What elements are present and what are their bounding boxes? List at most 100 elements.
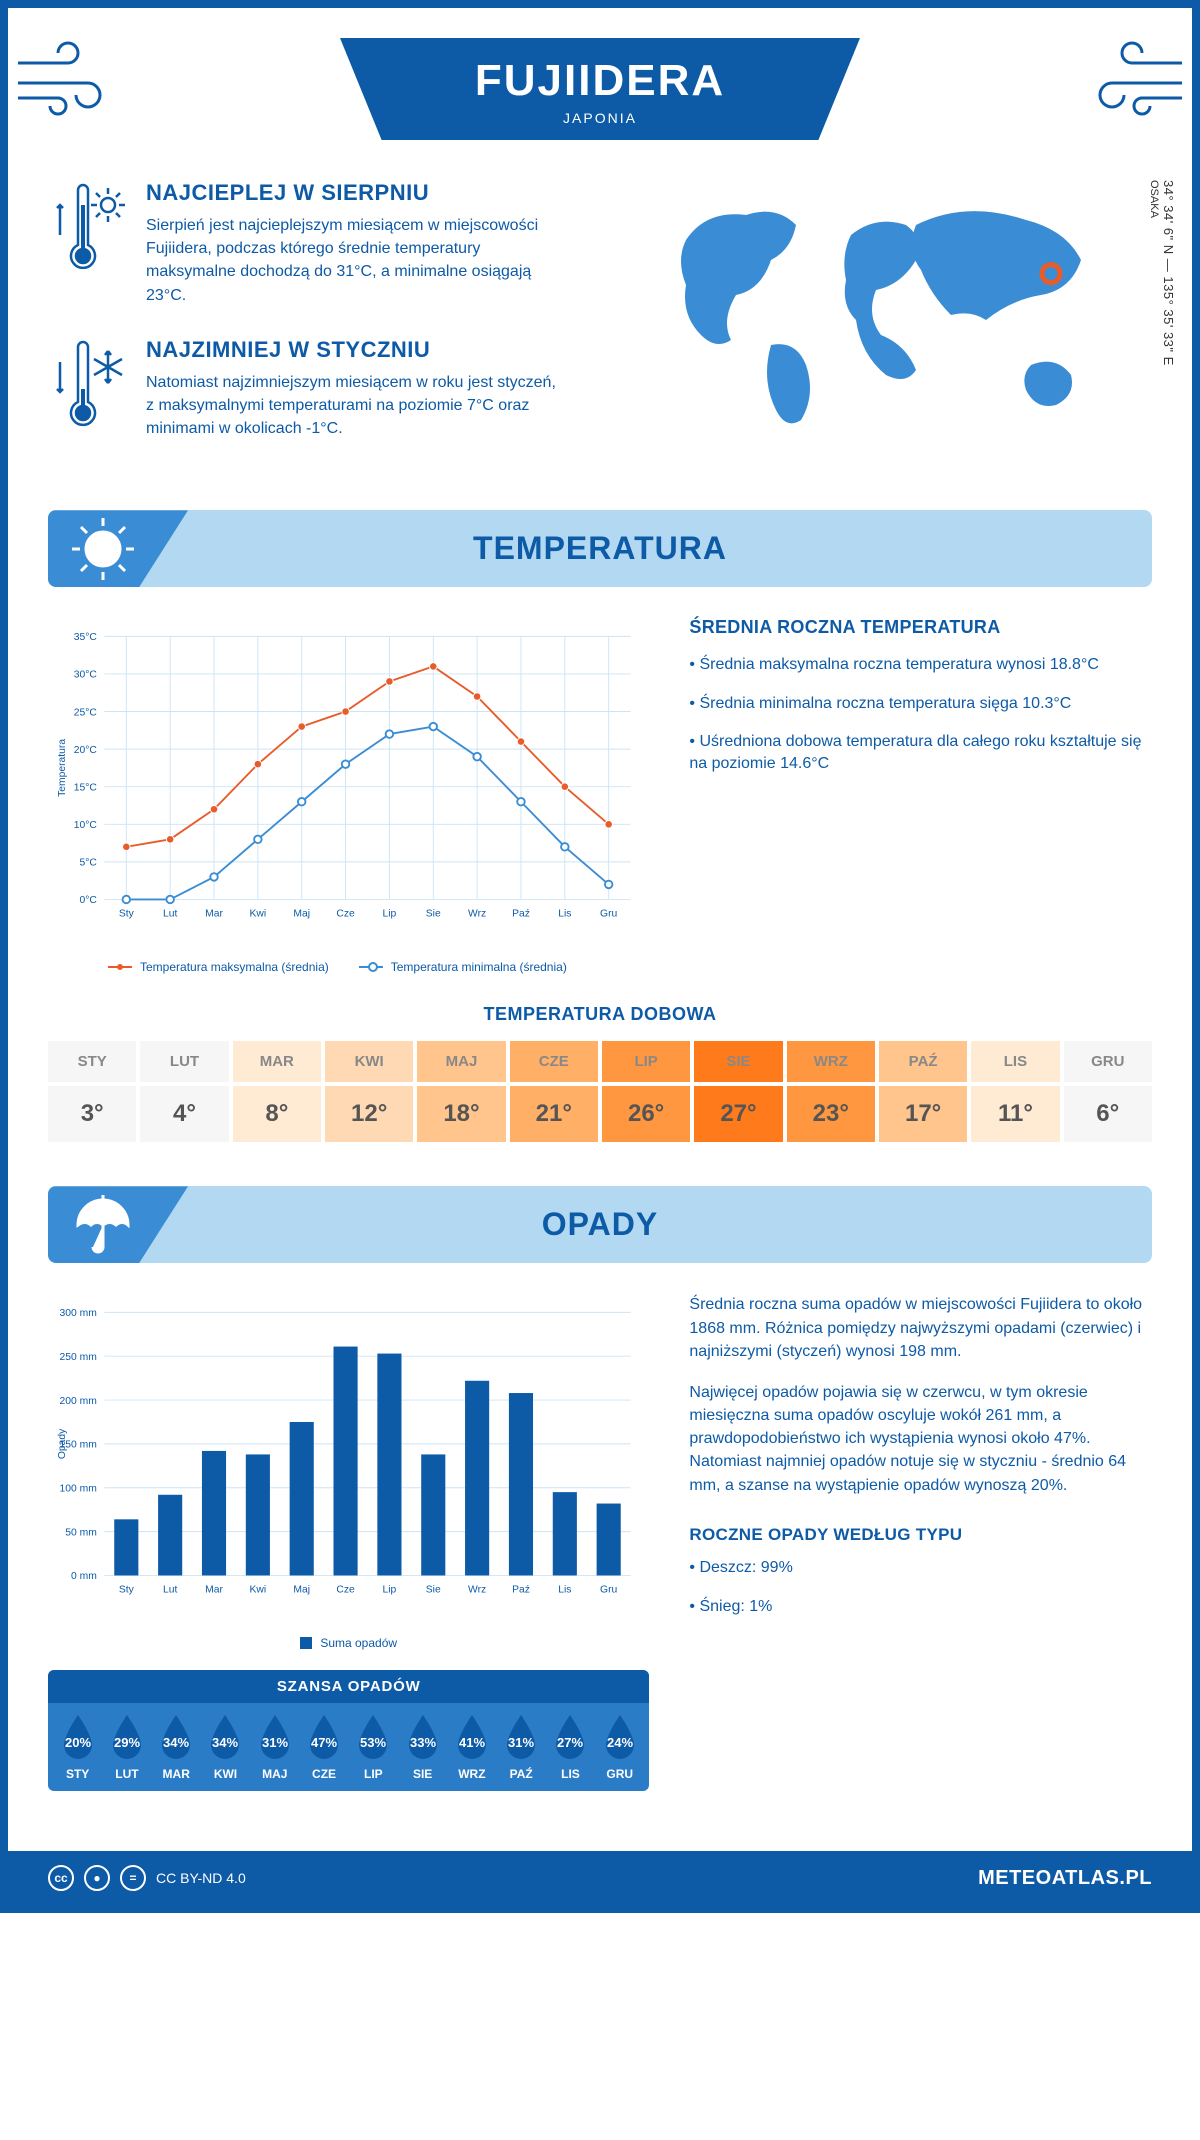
temperature-title: TEMPERATURA — [48, 530, 1152, 567]
chance-month-label: LIS — [547, 1767, 594, 1781]
daily-value-cell: 23° — [787, 1086, 875, 1142]
annual-temp-title: ŚREDNIA ROCZNA TEMPERATURA — [689, 617, 1152, 638]
chance-cell: 20% STY — [54, 1713, 101, 1781]
raindrop-icon: 29% — [107, 1713, 147, 1761]
svg-text:33%: 33% — [410, 1735, 436, 1750]
svg-text:Lip: Lip — [383, 909, 397, 920]
svg-text:Mar: Mar — [205, 1585, 223, 1596]
daily-values-row: 3°4°8°12°18°21°26°27°23°17°11°6° — [48, 1086, 1152, 1142]
daily-month-cell: MAR — [233, 1041, 321, 1082]
precip-legend-label: Suma opadów — [320, 1636, 397, 1650]
svg-text:Lis: Lis — [558, 909, 571, 920]
chance-cell: 29% LUT — [103, 1713, 150, 1781]
legend-max-label: Temperatura maksymalna (średnia) — [140, 960, 329, 974]
svg-text:Lis: Lis — [558, 1585, 571, 1596]
warmest-title: NAJCIEPLEJ W SIERPNIU — [146, 180, 566, 206]
daily-value-cell: 18° — [417, 1086, 505, 1142]
raindrop-icon: 47% — [304, 1713, 344, 1761]
coldest-text: Natomiast najzimniejszym miesiącem w rok… — [146, 371, 566, 441]
svg-text:Sty: Sty — [119, 909, 135, 920]
raindrop-icon: 34% — [156, 1713, 196, 1761]
thermometer-hot-icon — [48, 180, 128, 280]
svg-text:53%: 53% — [360, 1735, 386, 1750]
world-map — [620, 180, 1152, 440]
raindrop-icon: 33% — [403, 1713, 443, 1761]
daily-value-cell: 11° — [971, 1086, 1059, 1142]
footer: cc ● = CC BY-ND 4.0 METEOATLAS.PL — [8, 1851, 1192, 1905]
daily-value-cell: 3° — [48, 1086, 136, 1142]
svg-text:25°C: 25°C — [74, 708, 98, 719]
chance-month-label: LUT — [103, 1767, 150, 1781]
svg-text:Gru: Gru — [600, 1585, 617, 1596]
daily-month-cell: GRU — [1064, 1041, 1152, 1082]
chance-cell: 47% CZE — [300, 1713, 347, 1781]
svg-text:20°C: 20°C — [74, 745, 98, 756]
raindrop-icon: 41% — [452, 1713, 492, 1761]
svg-text:Lut: Lut — [163, 1585, 177, 1596]
daily-month-cell: STY — [48, 1041, 136, 1082]
svg-text:Wrz: Wrz — [468, 1585, 486, 1596]
precip-chance-panel: SZANSA OPADÓW 20% STY 29% LUT 34% MAR 34… — [48, 1670, 649, 1791]
daily-value-cell: 26° — [602, 1086, 690, 1142]
svg-text:Cze: Cze — [336, 1585, 355, 1596]
thermometer-cold-icon — [48, 337, 128, 437]
coldest-title: NAJZIMNIEJ W STYCZNIU — [146, 337, 566, 363]
chance-cell: 53% LIP — [350, 1713, 397, 1781]
svg-text:Kwi: Kwi — [250, 1585, 267, 1596]
svg-text:250 mm: 250 mm — [60, 1352, 97, 1363]
chance-cell: 34% KWI — [202, 1713, 249, 1781]
license-text: CC BY-ND 4.0 — [156, 1870, 246, 1886]
license: cc ● = CC BY-ND 4.0 — [48, 1865, 246, 1891]
daily-month-cell: KWI — [325, 1041, 413, 1082]
precip-summary-1: Średnia roczna suma opadów w miejscowośc… — [689, 1293, 1152, 1363]
chance-cell: 31% MAJ — [251, 1713, 298, 1781]
daily-month-cell: CZE — [510, 1041, 598, 1082]
svg-text:300 mm: 300 mm — [60, 1308, 97, 1319]
chance-cell: 34% MAR — [153, 1713, 200, 1781]
daily-value-cell: 21° — [510, 1086, 598, 1142]
chance-cell: 31% PAŹ — [498, 1713, 545, 1781]
raindrop-icon: 31% — [255, 1713, 295, 1761]
precip-title: OPADY — [48, 1206, 1152, 1243]
svg-text:Lut: Lut — [163, 909, 177, 920]
svg-text:50 mm: 50 mm — [65, 1528, 97, 1539]
raindrop-icon: 27% — [550, 1713, 590, 1761]
svg-text:Cze: Cze — [336, 909, 355, 920]
svg-text:Paź: Paź — [512, 1585, 530, 1596]
svg-text:Mar: Mar — [205, 909, 223, 920]
chance-month-label: CZE — [300, 1767, 347, 1781]
svg-text:Lip: Lip — [383, 1585, 397, 1596]
svg-text:Kwi: Kwi — [250, 909, 267, 920]
by-type-item: • Deszcz: 99% — [689, 1557, 1152, 1579]
svg-text:5°C: 5°C — [80, 858, 98, 869]
raindrop-icon: 20% — [58, 1713, 98, 1761]
svg-text:Maj: Maj — [293, 1585, 310, 1596]
wind-decoration-left — [8, 38, 128, 118]
daily-value-cell: 8° — [233, 1086, 321, 1142]
svg-text:Sie: Sie — [426, 909, 441, 920]
svg-text:31%: 31% — [262, 1735, 288, 1750]
daily-temp-title: TEMPERATURA DOBOWA — [48, 1004, 1152, 1025]
svg-text:Wrz: Wrz — [468, 909, 486, 920]
chance-cell: 27% LIS — [547, 1713, 594, 1781]
chance-month-label: MAJ — [251, 1767, 298, 1781]
raindrop-icon: 31% — [501, 1713, 541, 1761]
chance-month-label: MAR — [153, 1767, 200, 1781]
precip-legend: Suma opadów — [48, 1636, 649, 1650]
chance-month-label: SIE — [399, 1767, 446, 1781]
precip-bar-chart: 0 mm50 mm100 mm150 mm200 mm250 mm300 mmS… — [48, 1293, 649, 1623]
svg-text:10°C: 10°C — [74, 820, 98, 831]
daily-months-row: STYLUTMARKWIMAJCZELIPSIEWRZPAŹLISGRU — [48, 1041, 1152, 1082]
temperature-line-chart: 0°C5°C10°C15°C20°C25°C30°C35°CStyLutMarK… — [48, 617, 649, 947]
nd-icon: = — [120, 1865, 146, 1891]
annual-bullet: • Średnia maksymalna roczna temperatura … — [689, 654, 1152, 676]
header-banner: FUJIIDERA JAPONIA — [340, 38, 860, 140]
annual-bullet: • Uśredniona dobowa temperatura dla całe… — [689, 731, 1152, 776]
country-name: JAPONIA — [420, 110, 780, 126]
daily-month-cell: LIP — [602, 1041, 690, 1082]
coldest-block: NAJZIMNIEJ W STYCZNIU Natomiast najzimni… — [48, 337, 580, 441]
chance-cell: 33% SIE — [399, 1713, 446, 1781]
city-name: FUJIIDERA — [420, 56, 780, 106]
daily-value-cell: 4° — [140, 1086, 228, 1142]
site-name: METEOATLAS.PL — [978, 1867, 1152, 1890]
